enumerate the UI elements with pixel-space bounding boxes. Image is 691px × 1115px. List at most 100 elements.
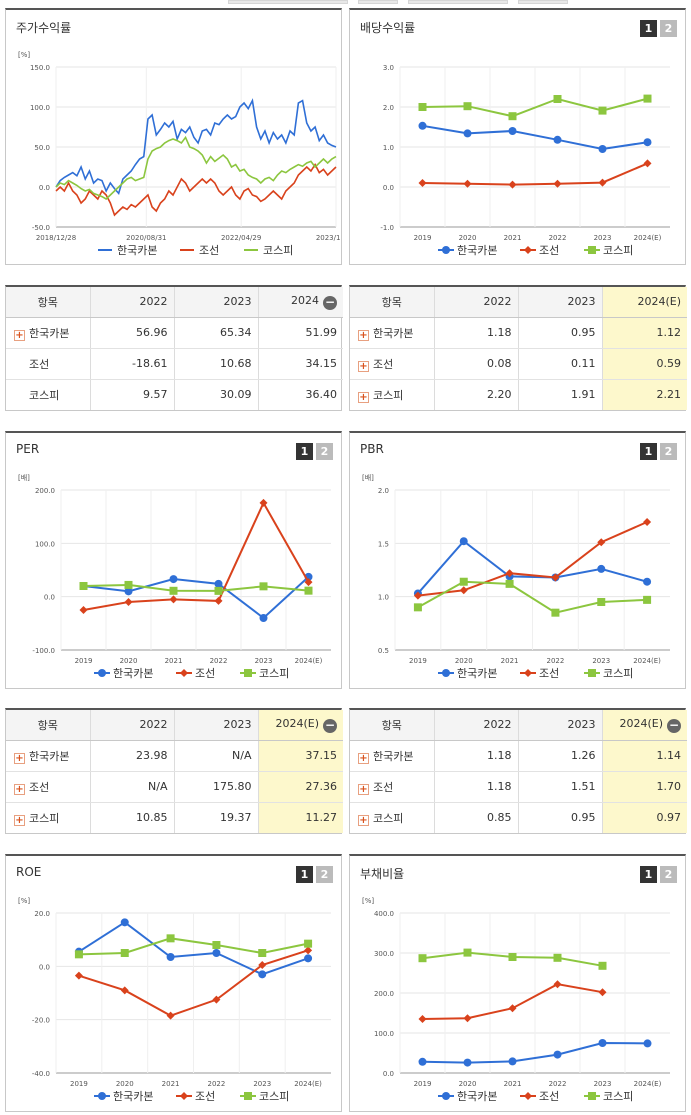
data-point <box>169 595 178 604</box>
data-point <box>98 1092 106 1100</box>
x-tick-label: 2021 <box>504 1080 522 1088</box>
y-tick-label: 2.0 <box>378 487 389 495</box>
x-tick-label: 2022/04/29 <box>221 234 261 242</box>
header-label: 2023 <box>567 295 596 309</box>
series-line-조선 <box>55 163 337 217</box>
data-point <box>524 669 532 677</box>
data-point <box>598 145 607 153</box>
data-point <box>212 941 221 949</box>
column-header: 2022 <box>89 710 174 741</box>
collapse-icon[interactable]: − <box>323 294 337 310</box>
data-point <box>643 94 652 103</box>
data-point <box>259 498 268 507</box>
expand-icon[interactable]: + <box>358 752 369 764</box>
column-header: 2023 <box>173 287 258 318</box>
expand-icon[interactable]: + <box>358 391 369 403</box>
data-point <box>598 1039 607 1047</box>
y-tick-label: 3.0 <box>383 64 394 72</box>
column-header: 2022 <box>433 287 518 318</box>
table-cell: 56.96 <box>89 317 174 349</box>
view-2-button[interactable]: 2 <box>316 443 333 460</box>
x-tick-label: 2022 <box>549 234 567 242</box>
legend-label: 조선 <box>539 1090 559 1103</box>
series-line-조선 <box>422 162 648 186</box>
view-2-button[interactable]: 2 <box>660 866 677 883</box>
expand-icon[interactable]: + <box>358 814 369 826</box>
data-point <box>553 1050 562 1059</box>
pbr-table: 항목 2022 2023 2024(E) − + 한국카본 1.18 1.26 1.14 + 조선 1.… <box>349 708 687 834</box>
collapse-icon[interactable]: − <box>323 717 337 733</box>
tab-stub[interactable] <box>408 0 508 4</box>
expand-icon[interactable]: + <box>358 360 369 372</box>
series-line-한국카본 <box>417 539 648 595</box>
unit-label: [%] <box>18 897 30 905</box>
header-label: 2023 <box>223 295 252 309</box>
view-1-button[interactable]: 1 <box>640 866 657 883</box>
view-1-button[interactable]: 1 <box>640 20 657 37</box>
expand-icon[interactable]: + <box>14 329 25 341</box>
series-line-조선 <box>83 500 310 611</box>
y-tick-label: 0.0 <box>383 184 394 192</box>
panel-title: 부채비율 <box>360 867 405 881</box>
table-cell: 175.80 <box>173 771 258 803</box>
table-cell: 9.57 <box>89 379 174 410</box>
column-header: 2023 <box>517 287 602 318</box>
header-label: 2022 <box>139 295 168 309</box>
x-tick-label: 2021 <box>501 657 519 665</box>
header-label: 2023 <box>223 718 252 732</box>
column-header: 2024(E) − <box>257 710 343 741</box>
view-1-button[interactable]: 1 <box>296 443 313 460</box>
series-line-한국카본 <box>83 576 310 620</box>
tab-stub[interactable] <box>358 0 398 4</box>
row-name: 코스피 <box>29 388 60 402</box>
y-tick-label: 150.0 <box>30 64 50 72</box>
series-line-코스피 <box>422 97 648 118</box>
expand-icon[interactable]: + <box>358 783 369 795</box>
view-2-button[interactable]: 2 <box>660 20 677 37</box>
table-cell: 10.85 <box>89 802 174 833</box>
table-cell: 0.85 <box>433 802 518 833</box>
data-point <box>166 953 175 961</box>
expand-icon[interactable]: + <box>14 814 25 826</box>
expand-icon[interactable]: + <box>14 752 25 764</box>
series-line-코스피 <box>55 135 337 200</box>
x-tick-label: 2022 <box>549 1080 567 1088</box>
view-2-button[interactable]: 2 <box>660 443 677 460</box>
table-cell: 19.37 <box>173 802 258 833</box>
data-point <box>505 579 514 588</box>
table-row: 코스피 9.57 30.09 36.40 <box>6 379 343 410</box>
y-tick-label: 2.0 <box>383 104 394 112</box>
data-point <box>304 586 313 595</box>
y-tick-label: -20.0 <box>32 1017 50 1025</box>
x-tick-label: 2020 <box>116 1080 134 1088</box>
series-line-한국카본 <box>55 98 337 196</box>
data-table: 항목 2022 2023 2024− + 한국카본 56.96 65.34 51.99 조선 -18… <box>6 287 343 410</box>
collapse-icon[interactable]: − <box>667 717 681 733</box>
roe-chart: [%] 20.0 0.0 -20.0 -40.0 2019 2020 2021 2022 2023… <box>18 897 331 1103</box>
table-cell: 1.91 <box>517 379 602 410</box>
table-cell: N/A <box>89 771 174 803</box>
x-tick-label: 2023 <box>255 657 273 665</box>
row-label: + 코스피 <box>350 802 434 833</box>
data-point <box>214 579 223 588</box>
table-cell: 51.99 <box>257 317 343 349</box>
view-2-button[interactable]: 2 <box>316 866 333 883</box>
view-1-button[interactable]: 1 <box>296 866 313 883</box>
data-table: 항목 2022 2023 2024(E) − + 한국카본 1.18 1.26 1.14 + 조선 1.… <box>350 710 687 833</box>
per-table: 항목 2022 2023 2024(E) − + 한국카본 23.98 N/A 37.15 + 조선 N… <box>5 708 343 834</box>
expand-icon[interactable]: + <box>14 783 25 795</box>
data-point <box>418 121 427 130</box>
series-line-한국카본 <box>422 124 648 151</box>
tab-stub[interactable] <box>228 0 348 4</box>
top-tab-strip <box>0 0 691 6</box>
expand-icon[interactable]: + <box>358 329 369 341</box>
data-point <box>508 1004 517 1013</box>
view-1-button[interactable]: 1 <box>640 443 657 460</box>
tab-stub[interactable] <box>518 0 568 4</box>
data-point <box>643 577 652 586</box>
table-row: + 한국카본 1.18 1.26 1.14 <box>350 740 687 772</box>
debt-ratio-chart: [%]400.0 300.0 200.0 100.0 0.0 2019 2020 2021 20… <box>362 897 670 1103</box>
legend-label: 조선 <box>539 244 559 257</box>
data-point <box>597 538 606 547</box>
